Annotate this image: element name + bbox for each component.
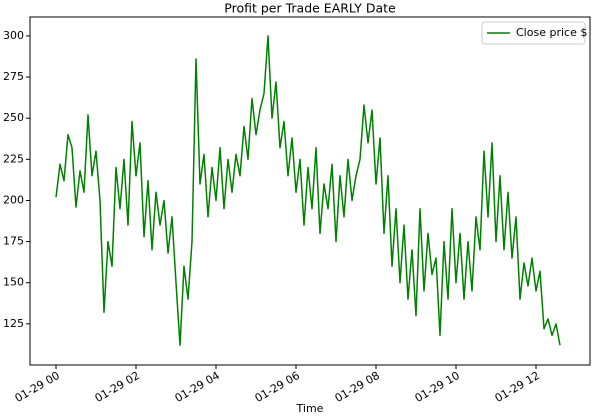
- x-axis-label: Time: [296, 402, 324, 415]
- y-tick-label: 150: [3, 276, 24, 289]
- x-tick-label: 01-29 12: [493, 369, 542, 405]
- chart-title: Profit per Trade EARLY Date: [224, 1, 396, 16]
- legend-label: Close price $: [516, 26, 587, 39]
- y-tick-label: 225: [3, 152, 24, 165]
- x-tick-label: 01-29 02: [93, 369, 142, 405]
- x-tick-label: 01-29 04: [173, 369, 222, 405]
- x-tick-label: 01-29 00: [13, 369, 62, 405]
- y-tick-label: 275: [3, 70, 24, 83]
- y-tick-label: 125: [3, 317, 24, 330]
- y-tick-label: 175: [3, 235, 24, 248]
- x-tick-label: 01-29 06: [253, 369, 302, 405]
- plot-frame: [29, 16, 591, 366]
- line-series: [55, 35, 561, 347]
- x-tick-label: 01-29 10: [413, 369, 462, 405]
- y-tick-label: 250: [3, 111, 24, 124]
- y-tick-label: 300: [3, 29, 24, 42]
- y-tick-label: 200: [3, 193, 24, 206]
- x-tick-label: 01-29 08: [333, 369, 382, 405]
- legend-box: [481, 21, 586, 45]
